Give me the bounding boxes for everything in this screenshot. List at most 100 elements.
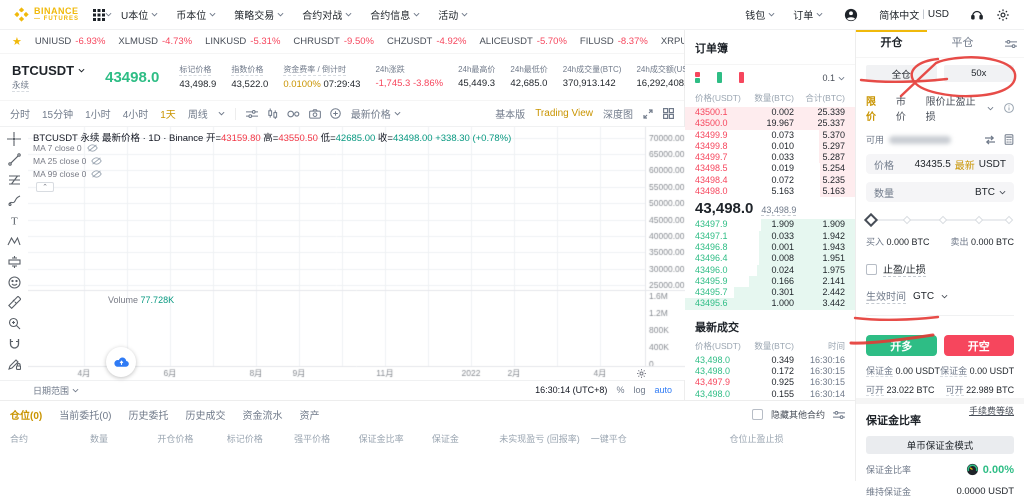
quantity-field[interactable]: 数量 BTC <box>866 182 1014 202</box>
positions-tab-资金流水[interactable]: 资金流水 <box>242 411 283 422</box>
apps-grid-icon[interactable] <box>93 8 105 21</box>
support-icon[interactable] <box>970 8 984 22</box>
ask-row[interactable]: 43498.4 0.072 5.235 <box>685 174 855 187</box>
eye-off-icon[interactable] <box>91 170 103 178</box>
nav-menu-策略交易[interactable]: 策略交易 <box>234 7 284 22</box>
nav-menu-币本位[interactable]: 币本位 <box>176 7 216 22</box>
nav-menu-活动[interactable]: 活动 <box>438 7 468 22</box>
ask-row[interactable]: 43500.0 19.967 25.337 <box>685 118 855 130</box>
log-scale-button[interactable]: log <box>633 385 646 395</box>
candle-style-icon[interactable] <box>267 108 278 120</box>
quantity-unit-selector[interactable]: BTC <box>975 187 1006 198</box>
bid-row[interactable]: 43496.4 0.008 1.951 <box>685 253 855 265</box>
interval-1小时[interactable]: 1小时 <box>85 110 111 121</box>
ask-row[interactable]: 43499.8 0.010 5.297 <box>685 140 855 153</box>
price-input-value[interactable]: 43435.5 <box>914 158 951 170</box>
price-mode-selector[interactable]: 最新价格 <box>351 106 401 121</box>
favorites-star-icon[interactable]: ★ <box>12 36 22 48</box>
crosshair-icon[interactable] <box>7 131 22 146</box>
ask-row[interactable]: 43498.5 0.019 5.254 <box>685 163 855 175</box>
margin-mode-button[interactable]: 全仓 <box>866 65 937 82</box>
order-type-market[interactable]: 市价 <box>895 97 906 123</box>
positions-tab-历史委托[interactable]: 历史委托 <box>128 411 169 422</box>
nav-menu-U本位[interactable]: U本位 <box>121 7 158 22</box>
tab-open-position[interactable]: 开仓 <box>856 30 927 57</box>
interval-4小时[interactable]: 4小时 <box>122 110 149 121</box>
interval-1天[interactable]: 1天 <box>160 110 176 121</box>
open-long-button[interactable]: 开多 <box>866 335 937 356</box>
nav-menu-订单[interactable]: 订单 <box>793 7 823 22</box>
fib-icon[interactable] <box>7 172 22 187</box>
ticker-item-XLMUSD[interactable]: XLMUSD -4.73% <box>118 36 193 47</box>
bid-row[interactable]: 43495.9 0.166 2.141 <box>685 275 855 288</box>
interval-15分钟[interactable]: 15分钟 <box>42 110 74 121</box>
ask-row[interactable]: 43500.1 0.002 25.339 <box>685 107 855 119</box>
positions-tab-历史成交[interactable]: 历史成交 <box>185 411 226 422</box>
bid-row[interactable]: 43496.8 0.001 1.943 <box>685 241 855 254</box>
eye-off-icon[interactable] <box>86 144 98 152</box>
tab-close-position[interactable]: 平仓 <box>951 37 974 49</box>
tif-value[interactable]: GTC <box>913 290 935 302</box>
axis-settings-gear-icon[interactable] <box>636 368 647 382</box>
add-indicator-icon[interactable] <box>330 108 341 119</box>
nav-menu-钱包[interactable]: 钱包 <box>745 7 775 22</box>
bid-row[interactable]: 43495.7 0.301 2.442 <box>685 287 855 299</box>
bid-row[interactable]: 43497.1 0.033 1.942 <box>685 230 855 242</box>
user-icon[interactable] <box>844 8 858 22</box>
quantity-slider[interactable] <box>863 212 1014 227</box>
zoom-icon[interactable] <box>7 316 22 331</box>
use-last-price-button[interactable]: 最新 <box>954 160 975 172</box>
ticker-item-UNIUSD[interactable]: UNIUSD -6.93% <box>34 36 106 47</box>
emoji-icon[interactable] <box>7 275 22 290</box>
language-selector[interactable]: 简体中文 | USD <box>879 9 949 22</box>
percent-scale-button[interactable]: % <box>616 385 625 395</box>
ask-row[interactable]: 43498.0 5.163 5.163 <box>685 186 855 198</box>
position-icon[interactable] <box>7 254 22 269</box>
ask-row[interactable]: 43499.9 0.073 5.370 <box>685 129 855 141</box>
settings-gear-icon[interactable] <box>996 8 1010 22</box>
panel-settings-icon[interactable] <box>998 30 1024 57</box>
brush-icon[interactable] <box>7 193 22 208</box>
slider-dot-75[interactable] <box>974 215 984 225</box>
positions-tab-仓位(0)[interactable]: 仓位(0) <box>10 411 43 422</box>
bid-row[interactable]: 43495.6 1.000 3.442 <box>685 298 855 310</box>
eye-off-icon[interactable] <box>91 157 103 165</box>
fee-tier-link[interactable]: 手续费等级 <box>968 406 1014 416</box>
ticker-item-XRPUSD[interactable]: XRPUSD-4.15% <box>660 36 684 47</box>
book-mode-bids-icon[interactable] <box>717 72 731 84</box>
book-mode-asks-icon[interactable] <box>739 72 753 84</box>
positions-tab-资产[interactable]: 资产 <box>299 411 320 422</box>
ticker-item-ALICEUSDT[interactable]: ALICEUSDT -5.70% <box>479 36 567 47</box>
fullscreen-icon[interactable] <box>643 108 653 119</box>
magnet-icon[interactable] <box>7 336 22 351</box>
binance-futures-logo[interactable]: BINANCE — FUTURES <box>14 6 79 23</box>
book-mark-price[interactable]: 43,498.9 <box>761 205 797 217</box>
tpsl-checkbox[interactable] <box>866 263 877 275</box>
positions-filter-icon[interactable] <box>833 410 845 420</box>
nav-menu-合约信息[interactable]: 合约信息 <box>370 7 420 22</box>
ticker-item-CHZUSDT[interactable]: CHZUSDT -4.92% <box>386 36 467 47</box>
order-type-stop[interactable]: 限价止盈止损 <box>926 93 994 123</box>
ticker-item-FILUSD[interactable]: FILUSD -8.37% <box>579 36 648 47</box>
legend-collapse-button[interactable]: ⌃ <box>36 182 54 192</box>
draw-lock-icon[interactable] <box>7 357 22 372</box>
compare-icon[interactable] <box>287 109 300 119</box>
bid-row[interactable]: 43496.0 0.024 1.975 <box>685 264 855 276</box>
info-icon[interactable] <box>1004 103 1014 113</box>
positions-tab-当前委托(0)[interactable]: 当前委托(0) <box>59 411 112 422</box>
symbol-selector[interactable]: BTCUSDT 永续 <box>12 63 85 92</box>
ruler-icon[interactable] <box>7 295 22 310</box>
calculator-icon[interactable] <box>1004 134 1014 145</box>
book-mode-both-icon[interactable] <box>695 72 709 84</box>
interval-caret-icon[interactable] <box>218 110 225 117</box>
contract-type-label[interactable]: 永续 <box>12 79 30 92</box>
view-tab-深度图[interactable]: 深度图 <box>603 110 633 121</box>
date-range-selector[interactable]: 日期范围 <box>33 384 79 397</box>
bid-row[interactable]: 43497.9 1.909 1.909 <box>685 219 855 231</box>
publish-cloud-button[interactable] <box>106 347 136 377</box>
time-in-force-row[interactable]: 生效时间 GTC <box>866 288 1014 304</box>
view-tab-基本版[interactable]: 基本版 <box>495 110 526 121</box>
layout-grid-icon[interactable] <box>663 108 674 119</box>
camera-icon[interactable] <box>308 108 321 119</box>
precision-selector[interactable]: 0.1 <box>822 73 845 83</box>
